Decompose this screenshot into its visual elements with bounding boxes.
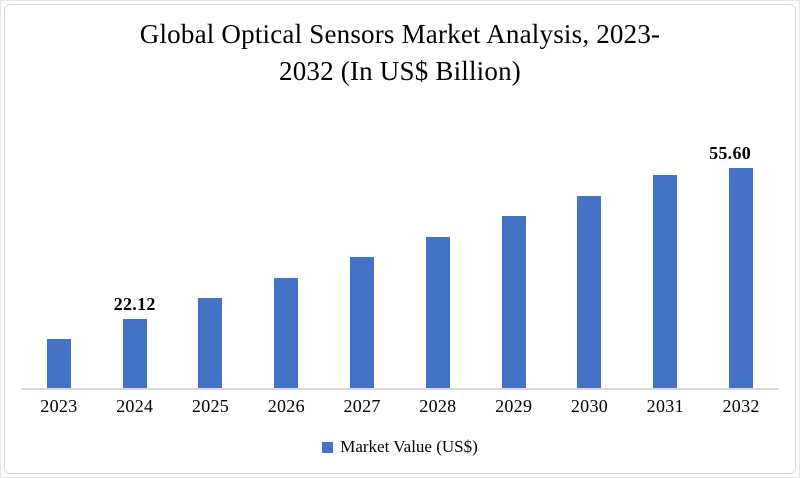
bar-column-2026 [248, 143, 324, 388]
bar-column-2030 [552, 143, 628, 388]
bar-2023 [46, 339, 71, 388]
bar-2025 [198, 298, 223, 388]
bar-2031 [653, 175, 678, 388]
bar-column-2028 [400, 143, 476, 388]
bar-column-2023 [21, 143, 97, 388]
bar-column-2027 [324, 143, 400, 388]
plot-area: 22.12 55.60 [21, 143, 779, 390]
x-tick-2024: 2024 [116, 396, 154, 416]
x-tick-2032: 2032 [722, 396, 760, 416]
x-axis: 2023 2024 2025 2026 2027 2028 2029 2030 2031 2032 [21, 396, 779, 417]
legend-label: Market Value (US$) [340, 437, 478, 456]
bar-2030 [577, 195, 602, 388]
x-tick-2025: 2025 [191, 396, 230, 416]
x-tick-2028: 2028 [419, 396, 457, 416]
x-tick-2027: 2027 [343, 396, 381, 416]
x-tick-2023: 2023 [40, 396, 78, 416]
chart-title-line-2: 2032 (In US$ Billion) [279, 56, 521, 86]
bar-2027 [350, 257, 375, 388]
chart-title-line-1: Global Optical Sensors Market Analysis, … [139, 19, 661, 49]
bar-2024 [122, 318, 147, 388]
x-tick-2026: 2026 [267, 396, 305, 416]
bar-column-2024: 22.12 [97, 143, 173, 388]
bar-value-label-2032: 55.60 [709, 143, 752, 163]
bar-column-2025 [173, 143, 249, 388]
legend-swatch-icon [322, 441, 334, 453]
legend: Market Value (US$) [0, 437, 800, 457]
bar-value-label-2024: 22.12 [113, 293, 156, 314]
bar-2028 [425, 236, 450, 388]
bar-column-2031 [627, 143, 703, 388]
bar-2032 [729, 168, 754, 388]
x-tick-2029: 2029 [495, 396, 533, 416]
chart-title: Global Optical Sensors Market Analysis, … [0, 16, 800, 90]
x-tick-2030: 2030 [570, 396, 609, 416]
bar-column-2029 [476, 143, 552, 388]
bar-2026 [274, 277, 299, 388]
x-tick-2031: 2031 [646, 396, 684, 416]
bar-column-2032: 55.60 [703, 143, 779, 388]
bar-2029 [501, 216, 526, 388]
